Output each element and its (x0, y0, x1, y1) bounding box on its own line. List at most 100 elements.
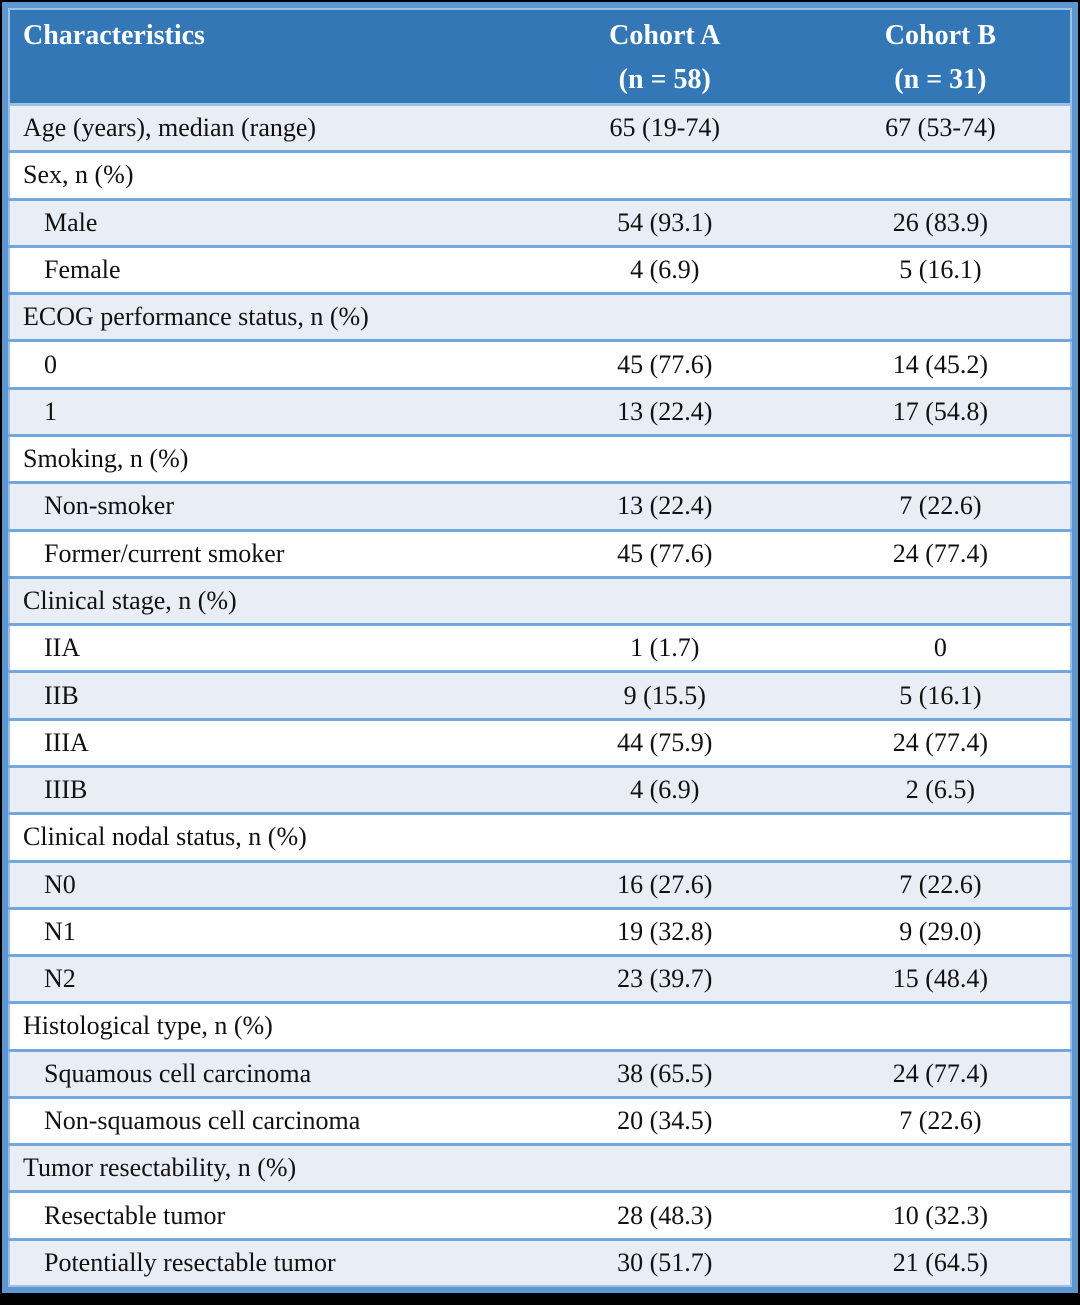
table-row: 1 13 (22.4) 17 (54.8) (9, 388, 1071, 436)
cohort-b-value: 7 (22.6) (899, 491, 982, 521)
cohort-b-value: 2 (6.5) (905, 775, 976, 805)
table-row: Potentially resectable tumor 30 (51.7) 2… (9, 1239, 1071, 1286)
cohort-b-value (811, 152, 1071, 199)
row-label: ECOG performance status, n (%) (23, 302, 369, 332)
cohort-b-value: 17 (54.8) (892, 396, 989, 426)
row-label: N1 (44, 916, 76, 946)
row-label: Tumor resectability, n (%) (23, 1153, 297, 1183)
cohort-a-value: 38 (65.5) (617, 1058, 713, 1088)
cohort-b-value: 26 (83.9) (892, 207, 989, 237)
row-label: Non-squamous cell carcinoma (44, 1106, 361, 1136)
cohort-b-value (811, 814, 1071, 861)
table-row: Age (years), median (range) 65 (19-74) 6… (9, 104, 1071, 152)
row-label: Clinical stage, n (%) (23, 585, 237, 615)
cohort-b-value (811, 1003, 1071, 1050)
row-label: Resectable tumor (44, 1200, 226, 1230)
table-row: Non-smoker 13 (22.4) 7 (22.6) (9, 482, 1071, 531)
table-row: Resectable tumor 28 (48.3) 10 (32.3) (9, 1191, 1071, 1240)
row-label: 0 (44, 349, 57, 379)
row-label: Age (years), median (range) (23, 113, 317, 143)
table-row: Clinical stage, n (%) (9, 577, 1071, 625)
cohort-a-value: 23 (39.7) (617, 964, 713, 994)
table-row: IIIA 44 (75.9) 24 (77.4) (9, 719, 1071, 767)
cohort-b-value: 24 (77.4) (892, 727, 989, 757)
row-label: Histological type, n (%) (23, 1011, 273, 1041)
cohort-b-value: 21 (64.5) (892, 1247, 989, 1277)
table-row: IIIB 4 (6.9) 2 (6.5) (9, 766, 1071, 814)
cohort-a-value (519, 294, 811, 341)
row-label: 1 (44, 396, 57, 426)
cohort-a-value: 20 (34.5) (617, 1106, 713, 1136)
cohort-a-value: 16 (27.6) (617, 869, 713, 899)
cohort-b-value: 5 (16.1) (899, 254, 982, 284)
row-label: Former/current smoker (44, 538, 285, 568)
row-label: Sex, n (%) (23, 160, 134, 190)
cohort-a-value (519, 1145, 811, 1192)
row-label: Potentially resectable tumor (44, 1247, 336, 1277)
cohort-a-value (519, 814, 811, 861)
table-row: Smoking, n (%) (9, 435, 1071, 483)
cohort-a-value: 9 (15.5) (623, 680, 706, 710)
cohort-a-value: 1 (1.7) (630, 633, 700, 663)
table-row: Sex, n (%) (9, 151, 1071, 200)
table-row: N1 19 (32.8) 9 (29.0) (9, 908, 1071, 956)
table-row: IIB 9 (15.5) 5 (16.1) (9, 671, 1071, 720)
table-row: Female 4 (6.9) 5 (16.1) (9, 246, 1071, 294)
cohort-b-value: 7 (22.6) (899, 1106, 982, 1136)
cohort-a-value: 54 (93.1) (617, 207, 713, 237)
cohort-a-value: 44 (75.9) (617, 727, 713, 757)
cohort-b-value (811, 577, 1071, 624)
cohort-b-value: 24 (77.4) (892, 1058, 989, 1088)
cohort-a-value (519, 435, 811, 482)
cohort-a-value: 28 (48.3) (617, 1200, 713, 1230)
cohort-b-value: 0 (933, 633, 947, 663)
header-cohort-b-n: (n = 31) (894, 64, 987, 95)
row-label: Clinical nodal status, n (%) (23, 822, 307, 852)
cohort-b-value: 67 (53-74) (885, 113, 996, 143)
table-row: Histological type, n (%) (9, 1002, 1071, 1051)
row-label: Female (44, 254, 121, 284)
cohort-a-value (519, 577, 811, 624)
cohort-b-value: 15 (48.4) (892, 964, 989, 994)
header-row: Characteristics Cohort A (n = 58) Cohort… (9, 9, 1071, 105)
cohort-a-value: 30 (51.7) (617, 1247, 713, 1277)
table-row: ECOG performance status, n (%) (9, 293, 1071, 341)
cohort-a-value: 65 (19-74) (609, 113, 721, 143)
cohort-b-value: 9 (29.0) (899, 916, 982, 946)
table-row: 0 45 (77.6) 14 (45.2) (9, 340, 1071, 389)
cohort-b-value: 24 (77.4) (892, 538, 989, 568)
table-row: N0 16 (27.6) 7 (22.6) (9, 861, 1071, 909)
row-label: Non-smoker (44, 491, 174, 521)
header-cohort-b-name: Cohort B (884, 20, 997, 51)
cohort-a-value: 45 (77.6) (617, 538, 713, 568)
cohort-b-value: 7 (22.6) (899, 869, 982, 899)
patient-characteristics-table: Characteristics Cohort A (n = 58) Cohort… (8, 8, 1072, 1287)
row-label: N2 (44, 964, 76, 994)
cohort-b-value: 10 (32.3) (892, 1200, 989, 1230)
header-characteristics: Characteristics (9, 9, 519, 105)
row-label: Squamous cell carcinoma (44, 1058, 312, 1088)
table-row: Squamous cell carcinoma 38 (65.5) 24 (77… (9, 1050, 1071, 1098)
cohort-b-value (811, 294, 1071, 341)
cohort-a-value: 45 (77.6) (617, 349, 713, 379)
cohort-b-value: 14 (45.2) (892, 349, 989, 379)
row-label: IIA (44, 633, 81, 663)
cohort-b-value: 5 (16.1) (899, 680, 982, 710)
row-label: Smoking, n (%) (23, 444, 189, 474)
table-body: Age (years), median (range) 65 (19-74) 6… (9, 104, 1071, 1286)
row-label: IIB (44, 680, 79, 710)
cohort-b-value (811, 435, 1071, 482)
row-label: IIIA (44, 727, 89, 757)
table-header: Characteristics Cohort A (n = 58) Cohort… (9, 9, 1071, 105)
cohort-a-value: 19 (32.8) (617, 916, 713, 946)
cohort-a-value (519, 152, 811, 199)
header-cohort-b: Cohort B (n = 31) (810, 9, 1071, 105)
cohort-a-value: 13 (22.4) (617, 491, 713, 521)
table-row: Former/current smoker 45 (77.6) 24 (77.4… (9, 530, 1071, 578)
row-label: N0 (44, 869, 76, 899)
table-row: N2 23 (39.7) 15 (48.4) (9, 955, 1071, 1003)
cohort-b-value (811, 1145, 1071, 1192)
cohort-a-value (519, 1003, 811, 1050)
